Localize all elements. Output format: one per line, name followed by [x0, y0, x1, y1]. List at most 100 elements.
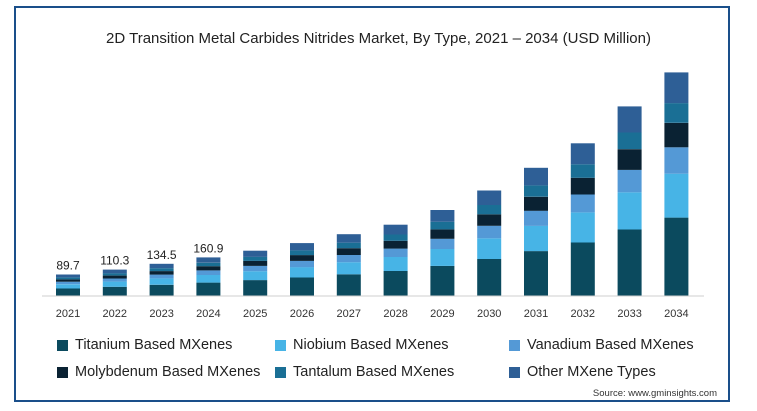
bar-segment-2030-3 — [477, 214, 502, 226]
bar-segment-2027-4 — [336, 242, 361, 249]
x-tick-label-2022: 2022 — [103, 308, 127, 320]
x-tick-label-2023: 2023 — [149, 308, 173, 320]
bar-segment-2026-3 — [290, 255, 314, 261]
bar-segment-2030-4 — [477, 205, 502, 215]
bar-segment-2026-2 — [290, 260, 314, 268]
bar-segment-2027-1 — [336, 262, 361, 275]
bar-segment-2021-1 — [56, 284, 80, 289]
bar-segment-2032-4 — [570, 164, 595, 178]
bar-segment-2025-3 — [243, 260, 268, 266]
bar-segment-2021-3 — [56, 279, 80, 282]
bar-segment-2023-1 — [149, 278, 174, 285]
bar-segment-2030-2 — [477, 225, 502, 239]
total-label-2024: 160.9 — [193, 241, 223, 255]
bar-segment-2034-2 — [664, 147, 689, 174]
bar-segment-2028-0 — [383, 271, 408, 296]
bar-segment-2027-2 — [336, 254, 361, 263]
bar-segment-2024-5 — [196, 257, 221, 263]
x-tick-label-2032: 2032 — [571, 308, 595, 320]
bar-segment-2034-1 — [664, 173, 689, 218]
legend-swatch — [57, 366, 68, 378]
bar-segment-2022-4 — [102, 273, 127, 276]
legend-item-5: Other MXene Types — [509, 364, 656, 380]
bar-segment-2023-0 — [149, 284, 174, 296]
legend-label: Vanadium Based MXenes — [527, 337, 694, 353]
bar-segment-2031-2 — [524, 210, 548, 226]
x-tick-label-2025: 2025 — [243, 308, 267, 320]
bar-segment-2024-2 — [196, 270, 221, 275]
bar-segment-2022-0 — [102, 286, 127, 296]
x-tick-label-2027: 2027 — [337, 308, 361, 320]
x-tick-label-2024: 2024 — [196, 308, 220, 320]
bar-segment-2032-3 — [570, 177, 595, 195]
legend-item-1: Niobium Based MXenes — [275, 337, 449, 353]
x-tick-label-2021: 2021 — [56, 308, 80, 320]
bar-segment-2026-1 — [290, 267, 314, 278]
bar-segment-2034-4 — [664, 103, 689, 123]
bar-segment-2022-1 — [102, 281, 127, 287]
bar-segment-2027-5 — [336, 234, 361, 243]
bar-segment-2031-1 — [524, 225, 548, 252]
bar-segment-2026-0 — [290, 277, 314, 296]
legend-swatch — [509, 366, 520, 378]
bar-segment-2025-4 — [243, 256, 268, 261]
bar-segment-2024-1 — [196, 275, 221, 283]
bar-segment-2027-0 — [336, 274, 361, 296]
x-tick-label-2026: 2026 — [290, 308, 314, 320]
bar-segment-2033-3 — [617, 149, 642, 170]
bar-segment-2033-4 — [617, 132, 642, 150]
bar-segment-2033-1 — [617, 192, 642, 230]
bar-segment-2022-5 — [102, 269, 127, 274]
bar-segment-2023-5 — [149, 263, 174, 269]
bar-segment-2030-5 — [477, 190, 502, 205]
legend-item-2: Vanadium Based MXenes — [509, 337, 694, 353]
bar-segment-2033-2 — [617, 169, 642, 193]
bar-segment-2028-5 — [383, 224, 408, 235]
source-credit: Source: www.gminsights.com — [592, 388, 717, 399]
x-tick-label-2031: 2031 — [524, 308, 548, 320]
bar-segment-2025-0 — [243, 280, 268, 296]
legend-label: Tantalum Based MXenes — [293, 364, 455, 380]
bar-segment-2024-0 — [196, 282, 221, 296]
bar-segment-2031-0 — [524, 251, 548, 296]
legend-swatch — [57, 339, 68, 351]
legend-item-3: Molybdenum Based MXenes — [57, 364, 260, 380]
bar-segment-2031-5 — [524, 167, 548, 186]
bar-segment-2029-4 — [430, 221, 455, 230]
bar-segment-2021-0 — [56, 288, 80, 296]
bar-segment-2024-4 — [196, 262, 221, 267]
bar-segment-2031-3 — [524, 196, 548, 211]
bar-segment-2023-4 — [149, 268, 174, 272]
bar-segment-2029-0 — [430, 265, 455, 296]
total-label-2022: 110.3 — [100, 254, 129, 268]
bar-segment-2028-1 — [383, 257, 408, 271]
chart-frame — [14, 6, 730, 402]
bar-segment-2030-0 — [477, 259, 502, 296]
bar-segment-2028-4 — [383, 234, 408, 241]
bar-segment-2029-3 — [430, 229, 455, 239]
bar-segment-2022-3 — [102, 275, 127, 279]
bar-segment-2021-2 — [56, 281, 80, 285]
bar-segment-2030-1 — [477, 238, 502, 259]
legend-label: Titanium Based MXenes — [75, 337, 233, 353]
bar-segment-2033-5 — [617, 106, 642, 133]
bar-segment-2034-5 — [664, 72, 689, 104]
bar-segment-2029-1 — [430, 249, 455, 266]
bar-segment-2022-2 — [102, 278, 127, 282]
bar-segment-2021-4 — [56, 277, 80, 280]
bar-segment-2028-2 — [383, 248, 408, 257]
bar-segment-2034-3 — [664, 122, 689, 148]
legend-swatch — [275, 366, 286, 378]
bar-segment-2029-2 — [430, 238, 455, 249]
bar-segment-2023-3 — [149, 271, 174, 275]
total-label-2021: 89.7 — [56, 259, 80, 273]
bar-segment-2026-4 — [290, 250, 314, 256]
legend-label: Molybdenum Based MXenes — [75, 364, 261, 380]
bar-segment-2034-0 — [664, 217, 689, 296]
bar-segment-2028-3 — [383, 240, 408, 249]
x-tick-label-2030: 2030 — [477, 308, 501, 320]
legend-swatch — [275, 339, 286, 351]
bar-segment-2025-1 — [243, 271, 268, 281]
bar-segment-2024-3 — [196, 266, 221, 271]
